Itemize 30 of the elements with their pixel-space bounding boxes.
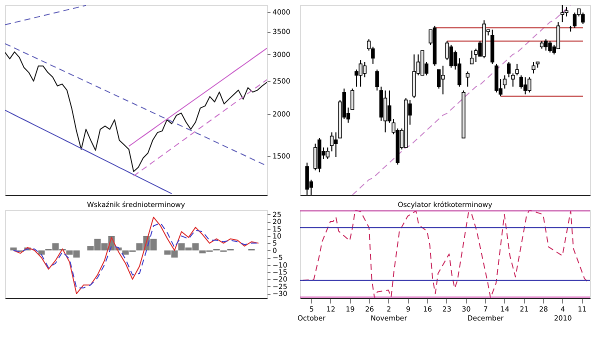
candlestick <box>528 76 532 93</box>
candlestick <box>449 44 454 68</box>
line-series <box>133 79 267 177</box>
candlestick <box>544 38 548 52</box>
candlestick <box>502 74 507 90</box>
candlestick <box>506 62 511 78</box>
candlestick <box>466 71 470 88</box>
bar <box>38 250 45 255</box>
candlestick <box>326 147 330 160</box>
candlestick <box>305 162 309 196</box>
candlestick <box>330 132 334 152</box>
candlestick <box>313 143 318 171</box>
candlestick <box>383 90 388 133</box>
candlestick <box>362 62 367 78</box>
candlestick <box>548 40 552 53</box>
candlestick <box>470 50 474 64</box>
candlestick <box>532 62 536 74</box>
line-series <box>5 110 172 194</box>
candlestick <box>519 74 524 90</box>
candlestick <box>572 12 577 28</box>
candlestick <box>523 76 528 95</box>
candlestick <box>436 69 441 90</box>
candlestick <box>358 60 362 88</box>
candlestick <box>350 88 354 110</box>
line-series <box>5 5 86 26</box>
candlestick <box>581 12 585 24</box>
candlestick <box>441 65 445 95</box>
line-series <box>128 48 267 147</box>
candlestick <box>556 22 560 50</box>
bar <box>10 248 17 250</box>
